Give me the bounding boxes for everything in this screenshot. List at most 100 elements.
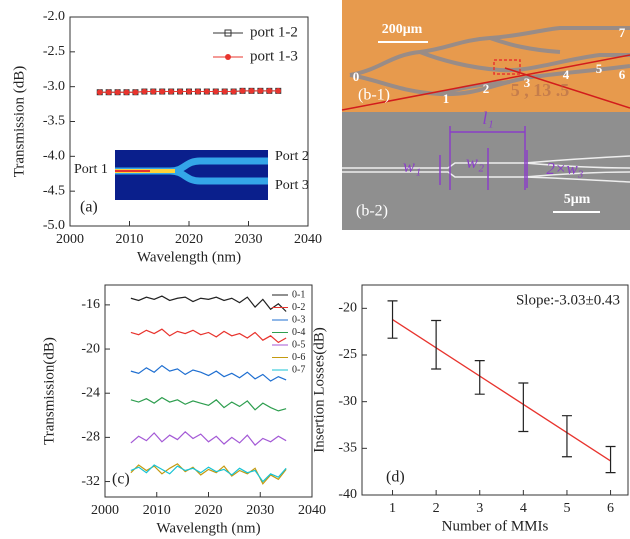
y-tick-label: -3.0	[43, 79, 65, 94]
marker	[159, 88, 166, 95]
marker	[266, 88, 273, 94]
x-tick-label: 2000	[91, 503, 119, 518]
x-tick-label: 2010	[143, 503, 171, 518]
error-bar	[387, 300, 398, 339]
y-tick-label: -40	[338, 487, 357, 502]
marker	[221, 88, 228, 95]
series-line	[130, 464, 287, 483]
marker	[257, 88, 264, 94]
marker	[186, 88, 192, 95]
y-tick-label: -4.0	[43, 149, 65, 164]
marker	[141, 88, 148, 95]
series-line	[130, 328, 287, 344]
y-tick-label: -28	[81, 430, 100, 445]
panel-label: (d)	[386, 469, 405, 486]
scale-label: 5μm	[564, 192, 591, 207]
panel-label: (b-2)	[356, 203, 388, 220]
chip-photo	[341, 0, 630, 112]
y-axis-label: Transmission(dB)	[41, 337, 57, 445]
x-axis-label: Number of MMIs	[442, 518, 549, 534]
marker	[195, 88, 201, 95]
legend-label: 0-3	[292, 314, 305, 325]
legend-label: 0-6	[292, 352, 305, 363]
x-tick-label: 4	[520, 501, 527, 516]
dimension-label: 2×w₃	[546, 159, 583, 178]
marker	[275, 88, 282, 94]
y-tick-label: -20	[81, 341, 100, 356]
y-tick-label: -3.5	[43, 114, 65, 129]
marker	[248, 88, 255, 94]
port-label: 1	[443, 91, 450, 106]
panel-label: (a)	[80, 199, 98, 216]
series-line	[130, 431, 287, 446]
port-label: 7	[619, 25, 626, 40]
y-axis-label: Transmission (dB)	[11, 66, 27, 178]
y-tick-label: -20	[338, 301, 357, 316]
port-label: 4	[563, 67, 570, 82]
x-tick-label: 2040	[298, 503, 326, 518]
y-tick-label: -2.5	[43, 44, 65, 59]
x-tick-label: 5	[563, 501, 570, 516]
x-tick-label: 6	[607, 501, 614, 516]
x-axis-label: Wavelength (nm)	[137, 249, 241, 265]
port-label: 2	[483, 81, 490, 96]
marker	[239, 88, 246, 94]
x-tick-label: 1	[389, 501, 396, 516]
marker	[96, 89, 103, 96]
y-tick-label: -16	[81, 297, 100, 312]
panel-label: (b-1)	[358, 87, 390, 104]
legend-label: 0-7	[292, 364, 305, 375]
series-line	[130, 364, 287, 382]
dimension-label: w₁	[403, 156, 421, 176]
marker	[150, 88, 157, 95]
y-tick-label: -35	[338, 441, 357, 456]
error-bar	[518, 382, 529, 433]
y-tick-label: -24	[81, 385, 100, 400]
overlay-text: 5 , 13 .5	[511, 80, 570, 100]
y-tick-label: -2.0	[43, 9, 65, 24]
marker	[105, 89, 112, 96]
sem-image	[342, 112, 630, 230]
marker	[168, 88, 174, 95]
error-bar	[605, 445, 616, 474]
x-tick-label: 2020	[175, 232, 203, 247]
x-tick-label: 2030	[235, 232, 263, 247]
inset-label: Port 3	[275, 178, 309, 193]
y-tick-label: -25	[338, 347, 357, 362]
y-tick-label: -4.5	[43, 183, 65, 198]
port-label: 6	[619, 67, 626, 82]
marker	[230, 88, 237, 95]
error-bar	[431, 319, 442, 370]
series-line	[130, 295, 287, 312]
dimension-label: w₂	[466, 152, 484, 172]
error-bar	[561, 415, 572, 458]
annotation: Slope:-3.03±0.43	[516, 292, 620, 308]
legend-label: 0-2	[292, 302, 305, 313]
inset-label: Port 1	[74, 162, 108, 177]
x-tick-label: 2010	[116, 232, 144, 247]
y-tick-label: -32	[81, 474, 100, 489]
legend-label: port 1-2	[250, 24, 298, 40]
x-tick-label: 2040	[294, 232, 322, 247]
x-tick-label: 2030	[246, 503, 274, 518]
fit-line	[392, 318, 611, 462]
marker	[204, 88, 210, 95]
port-label: 0	[353, 69, 360, 84]
panel-label: (c)	[112, 471, 130, 488]
port-label: 3	[524, 75, 531, 90]
x-tick-label: 2	[433, 501, 440, 516]
x-axis-label: Wavelength (nm)	[156, 520, 260, 536]
legend-label: port 1-3	[250, 48, 298, 64]
marker	[123, 89, 130, 96]
legend-label: 0-5	[292, 339, 305, 350]
x-tick-label: 3	[476, 501, 483, 516]
marker	[212, 88, 219, 95]
legend-label: 0-4	[292, 327, 305, 338]
series-line	[130, 396, 287, 412]
x-tick-label: 2020	[195, 503, 223, 518]
mode-field-inset	[115, 150, 268, 200]
y-tick-label: -30	[338, 394, 357, 409]
legend-marker	[224, 29, 232, 37]
legend-marker	[225, 54, 231, 60]
